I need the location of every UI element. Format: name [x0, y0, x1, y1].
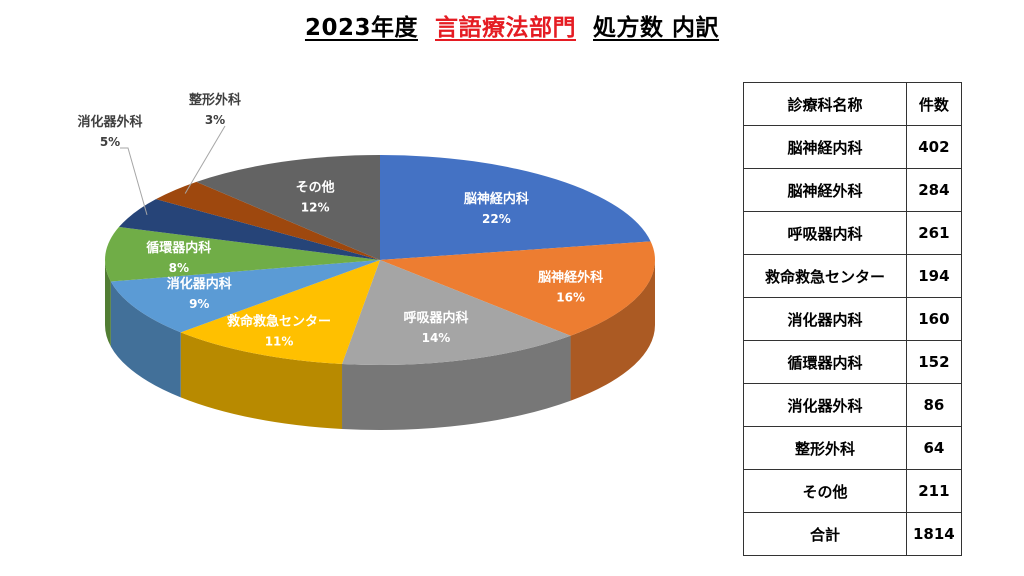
- pie-slice-5: [105, 226, 380, 282]
- cell-department: 合計: [743, 512, 907, 556]
- cell-count: 284: [906, 168, 962, 212]
- table-row: 呼吸器内科 261: [743, 211, 962, 255]
- cell-count: 1814: [906, 512, 962, 556]
- pie-labels: 脳神経内科 22% 脳神経外科 16% 呼吸器内科 14% 救命救急センター 11% 消化器内科…: [77, 92, 603, 349]
- leader-line-7: [184, 125, 226, 194]
- table-row: 救命救急センター 194: [743, 254, 962, 298]
- pie-side-5: [105, 260, 111, 347]
- title-suffix: 処方数 内訳: [593, 15, 720, 41]
- cell-department: 脳神経内科: [743, 125, 907, 169]
- cell-count: 64: [906, 426, 962, 470]
- table-row: 循環器内科 152: [743, 340, 962, 384]
- pie-sides: [105, 260, 655, 430]
- pie-slice-1: [380, 241, 656, 336]
- slice-percent: 22%: [482, 212, 511, 226]
- cell-count: 261: [906, 211, 962, 255]
- slice-label: 呼吸器内科: [403, 310, 468, 326]
- pie-slice-3: [180, 260, 380, 364]
- pie-side-2: [342, 335, 571, 430]
- cell-department: 循環器内科: [743, 340, 907, 384]
- pie-side-3: [180, 332, 343, 429]
- chart-title: 2023年度 言語療法部門 処方数 内訳: [0, 8, 1024, 42]
- header-count: 件数: [906, 82, 962, 126]
- pie-side-1: [570, 260, 655, 401]
- slice-label: その他: [296, 179, 335, 195]
- cell-department: 脳神経外科: [743, 168, 907, 212]
- cell-count: 194: [906, 254, 962, 298]
- table-row: 脳神経外科 284: [743, 168, 962, 212]
- slice-percent: 3%: [205, 113, 225, 127]
- count-table: 診療科名称 件数 脳神経内科 402 脳神経外科 284 呼吸器内科 261 救命救急センタ…: [743, 82, 962, 556]
- cell-department: 整形外科: [743, 426, 907, 470]
- slice-percent: 8%: [169, 261, 189, 275]
- slice-percent: 12%: [301, 200, 330, 214]
- slice-label: 消化器内科: [167, 276, 232, 292]
- cell-department: 消化器内科: [743, 297, 907, 341]
- cell-count: 211: [906, 469, 962, 513]
- slice-label: 循環器内科: [146, 240, 211, 256]
- cell-count: 402: [906, 125, 962, 169]
- pie-side-4: [110, 281, 181, 398]
- pie-slice-7: [155, 181, 380, 260]
- table-row: 整形外科 64: [743, 426, 962, 470]
- cell-department: その他: [743, 469, 907, 513]
- pie-slice-6: [118, 199, 381, 260]
- slice-label: 救命救急センター: [227, 314, 331, 330]
- cell-count: 160: [906, 297, 962, 341]
- pie-slice-0: [380, 155, 651, 260]
- pie-slice-2: [342, 260, 571, 365]
- slice-percent: 5%: [100, 135, 120, 149]
- slice-percent: 9%: [189, 297, 209, 311]
- pie-chart: 脳神経内科 22% 脳神経外科 16% 呼吸器内科 14% 救命救急センター 11% 消化器内科…: [77, 92, 656, 430]
- table-header-row: 診療科名称 件数: [743, 82, 962, 126]
- pie-slice-4: [110, 260, 380, 333]
- slice-label: 脳神経外科: [538, 269, 603, 285]
- cell-count: 152: [906, 340, 962, 384]
- title-year: 2023年度: [304, 15, 418, 41]
- cell-department: 呼吸器内科: [743, 211, 907, 255]
- slice-label: 脳神経内科: [464, 191, 529, 207]
- title-department: 言語療法部門: [435, 15, 576, 41]
- cell-department: 救命救急センター: [743, 254, 907, 298]
- slice-label: 整形外科: [188, 92, 241, 108]
- leader-line-6: [120, 147, 148, 216]
- table-total-row: 合計 1814: [743, 512, 962, 556]
- slice-percent: 14%: [422, 331, 451, 345]
- slice-percent: 11%: [265, 335, 294, 349]
- cell-department: 消化器外科: [743, 383, 907, 427]
- table-row: 消化器外科 86: [743, 383, 962, 427]
- table-row: 消化器内科 160: [743, 297, 962, 341]
- cell-count: 86: [906, 383, 962, 427]
- header-department: 診療科名称: [743, 82, 907, 126]
- table-row: その他 211: [743, 469, 962, 513]
- pie-slice-8: [196, 155, 380, 260]
- slice-percent: 16%: [556, 290, 585, 304]
- table-row: 脳神経内科 402: [743, 125, 962, 169]
- slice-label: 消化器外科: [77, 114, 142, 130]
- pie-slices: [105, 155, 656, 365]
